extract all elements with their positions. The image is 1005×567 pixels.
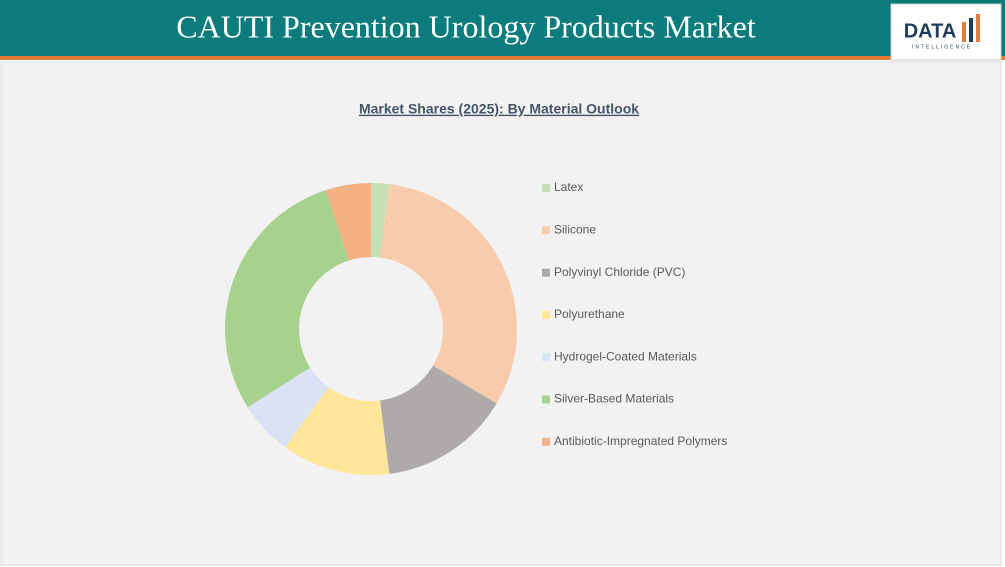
donut-slice [285, 387, 390, 476]
legend-swatch [542, 310, 550, 319]
legend-swatch [542, 226, 550, 235]
header-title: CAUTI Prevention Urology Products Market [176, 8, 756, 44]
donut-slice [247, 367, 329, 448]
header-bar [0, 0, 1005, 56]
legend-swatch [542, 184, 550, 192]
legend-label: Latex [554, 180, 583, 194]
legend-swatch [542, 437, 550, 446]
legend-label: Silicone [554, 222, 596, 236]
legend-label: Polyurethane [554, 307, 625, 321]
legend-label: Hydrogel-Coated Materials [554, 349, 697, 363]
legend-swatch [542, 353, 550, 362]
chart-title: Market Shares (2025): By Material Outloo… [359, 101, 639, 117]
logo-bar [962, 22, 966, 42]
logo-box [890, 3, 1002, 61]
logo-bar [976, 14, 980, 42]
legend-swatch [542, 395, 550, 404]
donut-slice [371, 183, 390, 258]
logo-bar [969, 18, 973, 42]
header-rule [0, 56, 1005, 60]
donut-slice [325, 183, 371, 261]
legend-label: Polyvinyl Chloride (PVC) [554, 265, 685, 279]
legend-label: Silver-Based Materials [554, 392, 674, 406]
legend-label: Antibiotic-Impregnated Polymers [554, 434, 727, 448]
donut-slice [380, 184, 517, 404]
logo-text: DATA [904, 20, 957, 42]
donut-slice [380, 365, 497, 474]
donut-slice [225, 190, 349, 408]
legend-swatch [542, 268, 550, 277]
logo-subtext: INTELLIGENCE [912, 44, 972, 50]
